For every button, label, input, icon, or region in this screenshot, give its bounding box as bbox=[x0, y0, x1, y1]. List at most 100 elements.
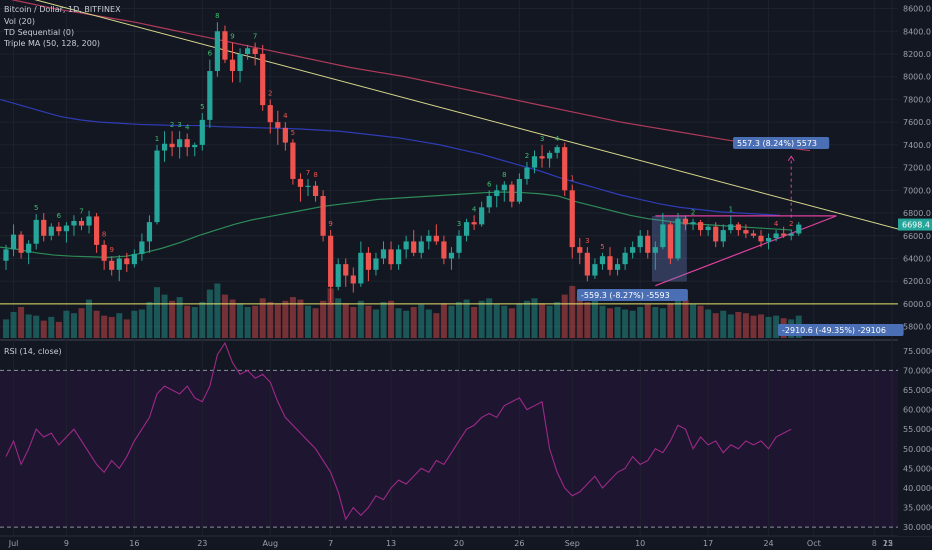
candle-body bbox=[524, 167, 530, 179]
volume-bar bbox=[108, 316, 115, 338]
volume-bar bbox=[10, 311, 17, 338]
candle-body bbox=[796, 224, 802, 234]
rsi-tick-label: 55.0000 bbox=[903, 425, 932, 434]
candle-body bbox=[267, 105, 273, 123]
volume-bar bbox=[750, 315, 757, 338]
candle-body bbox=[750, 233, 757, 236]
candle-body bbox=[380, 249, 387, 259]
time-tick-label: 17 bbox=[703, 539, 713, 548]
volume-bar bbox=[531, 298, 538, 338]
volume-bar bbox=[569, 285, 576, 338]
rsi-title: RSI (14, close) bbox=[4, 347, 62, 356]
volume-bar bbox=[758, 314, 764, 338]
rsi-tick-label: 35.0000 bbox=[903, 504, 932, 513]
td-count-label: 4 bbox=[555, 135, 560, 143]
td-count-label: 6 bbox=[208, 50, 213, 58]
candle-body bbox=[116, 258, 122, 270]
volume-bar bbox=[252, 305, 259, 338]
candle-body bbox=[335, 264, 341, 287]
volume-bar bbox=[380, 302, 387, 338]
candle-body bbox=[690, 222, 696, 225]
price-tick-label: 6200.0 bbox=[903, 277, 931, 286]
candle-body bbox=[622, 252, 628, 265]
volume-bar bbox=[327, 288, 334, 338]
volume-bar bbox=[501, 305, 508, 338]
candle-body bbox=[109, 260, 115, 270]
volume-bar bbox=[486, 298, 493, 338]
rsi-band bbox=[0, 370, 898, 528]
candle-body bbox=[614, 264, 621, 270]
td-count-label: 4 bbox=[472, 205, 477, 213]
candle-body bbox=[169, 143, 175, 148]
volume-bar bbox=[237, 303, 244, 338]
volume-bar bbox=[727, 314, 734, 338]
volume-bar bbox=[388, 300, 395, 338]
candle-body bbox=[516, 178, 522, 202]
volume-bar bbox=[138, 309, 145, 338]
candle-body bbox=[562, 147, 568, 191]
price-tick-label: 7000.0 bbox=[903, 186, 931, 195]
price-tick-label: 7400.0 bbox=[903, 141, 931, 150]
candle-body bbox=[584, 252, 590, 276]
td-count-label: 5 bbox=[200, 103, 204, 111]
td-count-label: 2 bbox=[525, 152, 529, 160]
candle-body bbox=[433, 235, 439, 242]
volume-bar bbox=[206, 289, 213, 338]
candle-body bbox=[245, 48, 251, 54]
candle-body bbox=[101, 244, 107, 261]
volume-bar bbox=[101, 315, 108, 338]
candle-body bbox=[350, 275, 356, 284]
volume-bar bbox=[629, 310, 636, 338]
volume-bar bbox=[508, 308, 515, 338]
volume-bar bbox=[448, 305, 455, 338]
volume-bar bbox=[690, 304, 697, 338]
candles bbox=[3, 22, 802, 304]
td-count-label: 7 bbox=[306, 169, 310, 177]
volume-bar bbox=[161, 294, 168, 338]
volume-bar bbox=[320, 300, 327, 338]
volume-bar bbox=[584, 302, 591, 338]
time-tick-label: 9 bbox=[64, 539, 69, 548]
candle-body bbox=[479, 207, 485, 225]
candle-body bbox=[765, 238, 772, 242]
volume-measure-label-bg bbox=[778, 324, 904, 336]
rsi-tick-label: 30.0000 bbox=[903, 523, 932, 532]
time-grid bbox=[13, 0, 893, 536]
volume-bar bbox=[282, 300, 289, 338]
candle-body bbox=[418, 241, 424, 253]
volume-bar bbox=[70, 313, 77, 338]
volume-bar bbox=[674, 300, 681, 338]
td-count-label: 8 bbox=[215, 12, 219, 20]
indicator-label: Triple MA (50, 128, 200) bbox=[3, 39, 100, 48]
time-tick-label: 22 bbox=[883, 539, 893, 548]
candle-body bbox=[214, 31, 220, 72]
volume-bar bbox=[622, 309, 629, 338]
volume-bar bbox=[274, 304, 281, 338]
td-count-label: 6 bbox=[57, 212, 62, 220]
candle-body bbox=[184, 139, 190, 148]
measure-down-label-bg bbox=[577, 289, 688, 301]
candle-body bbox=[305, 185, 311, 187]
volume-bar bbox=[546, 305, 553, 338]
volume-bar bbox=[131, 310, 138, 338]
candle-body bbox=[63, 225, 69, 232]
volume-bar bbox=[350, 307, 357, 338]
volume-bar bbox=[735, 311, 742, 338]
volume-bar bbox=[591, 300, 598, 338]
candle-body bbox=[365, 252, 371, 270]
volume-bar bbox=[116, 313, 123, 338]
volume-bar bbox=[478, 300, 485, 338]
volume-bar bbox=[25, 314, 32, 338]
time-tick-label: 13 bbox=[386, 539, 396, 548]
volume-bar bbox=[652, 307, 659, 338]
td-count-label: 9 bbox=[328, 220, 332, 228]
candle-body bbox=[758, 235, 764, 242]
td-count-label: 7 bbox=[253, 33, 257, 41]
candle-body bbox=[539, 156, 545, 159]
volume-bar bbox=[607, 308, 613, 338]
candle-body bbox=[154, 150, 160, 223]
candle-body bbox=[3, 249, 9, 261]
projection-arrowhead bbox=[787, 155, 795, 162]
time-tick-label: 8 bbox=[872, 539, 877, 548]
